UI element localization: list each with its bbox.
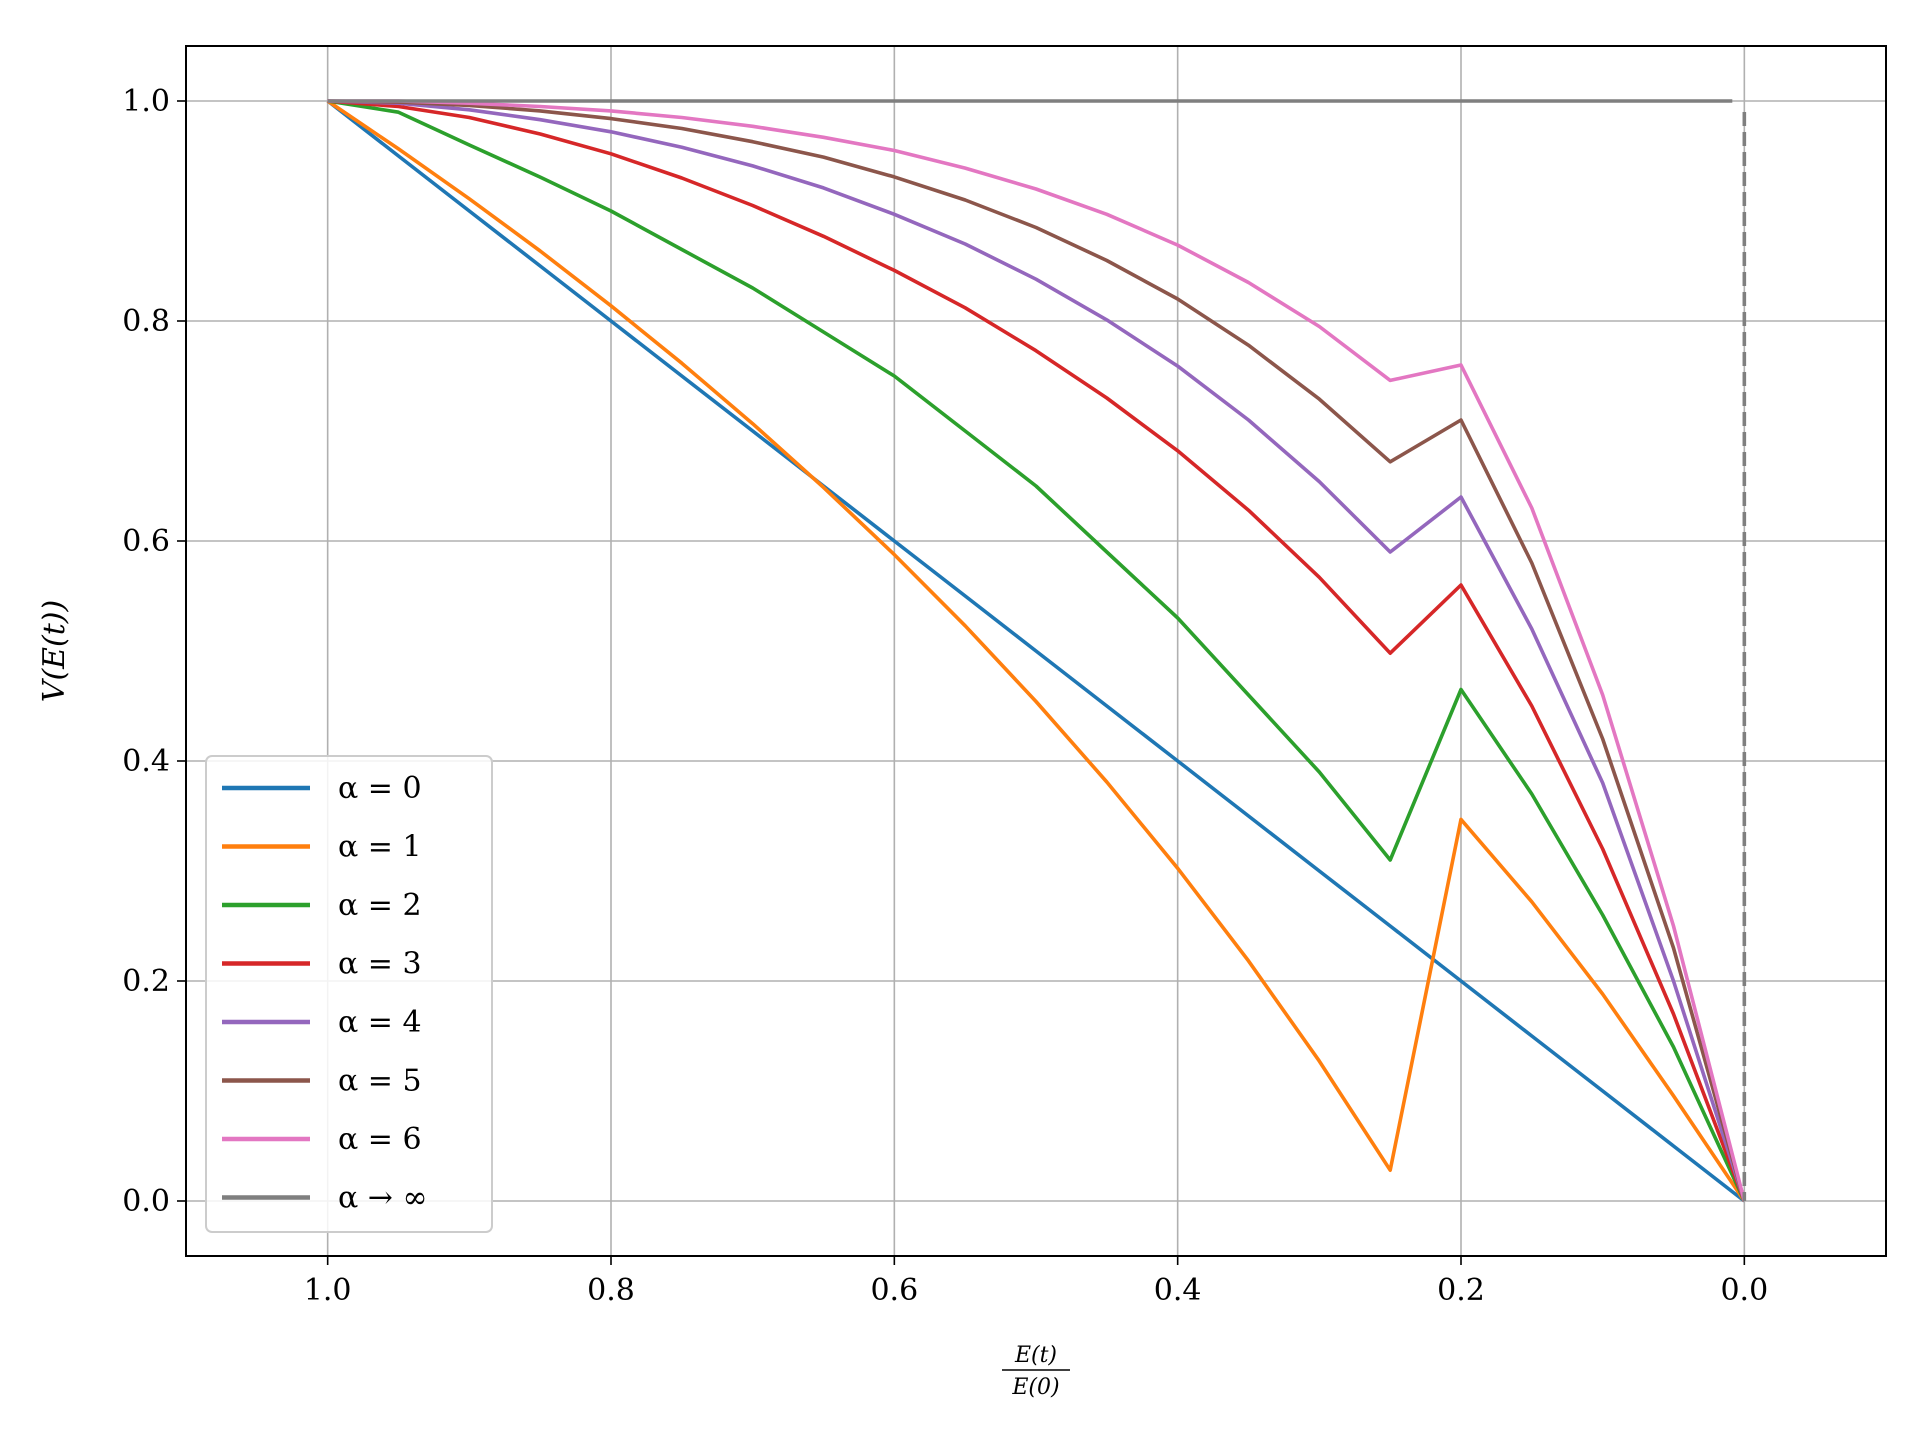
x-tick-label: 1.0 [304,1273,352,1308]
legend-box [205,755,493,1233]
plot-frame [185,45,1887,1257]
legend-label: α → ∞ [338,1181,427,1216]
series-line [327,99,1746,1202]
legend-label: α = 6 [338,1122,422,1157]
y-tick-label: 0.4 [122,744,170,779]
series-layer [326,99,1747,1203]
series-line [326,99,1746,1203]
x-tick-label: 0.4 [1154,1273,1202,1308]
legend-label: α = 3 [338,947,422,982]
series-line [327,99,1747,1202]
y-tick-label: 0.2 [122,964,170,999]
series-line [327,99,1747,1202]
axis-labels: V(E(t)) E(t) E(0) [37,600,1070,1400]
y-tick-label: 1.0 [122,84,170,119]
legend-label: α = 5 [338,1064,422,1099]
legend-label: α = 2 [338,888,422,923]
x-tick-label: 0.8 [587,1273,635,1308]
y-tick-label: 0.8 [122,304,170,339]
x-tick-label: 0.0 [1720,1273,1768,1308]
legend-label: α = 1 [338,830,422,865]
ticks: 1.0 0.8 0.6 0.4 0.2 0.0 0.0 0.2 0.4 0.6 0.8 1.0 [122,84,1768,1308]
x-axis-label-numerator: E(t) [1014,1343,1057,1368]
x-axis-label-denominator: E(0) [1011,1375,1059,1400]
x-tick-label: 0.2 [1437,1273,1485,1308]
legend: α = 0 α = 1 α = 2 α = 3 α = 4 α = 5 α = 6 α → ∞ [205,755,493,1233]
series-line [327,99,1746,1202]
y-tick-label: 0.6 [122,524,170,559]
legend-label: α = 0 [338,771,422,806]
y-axis-label: V(E(t)) [37,600,72,702]
legend-label: α = 4 [338,1005,422,1040]
y-tick-label: 0.0 [122,1184,170,1219]
series-line [326,99,1746,1203]
series-line [327,99,1747,1202]
x-tick-label: 0.6 [870,1273,918,1308]
